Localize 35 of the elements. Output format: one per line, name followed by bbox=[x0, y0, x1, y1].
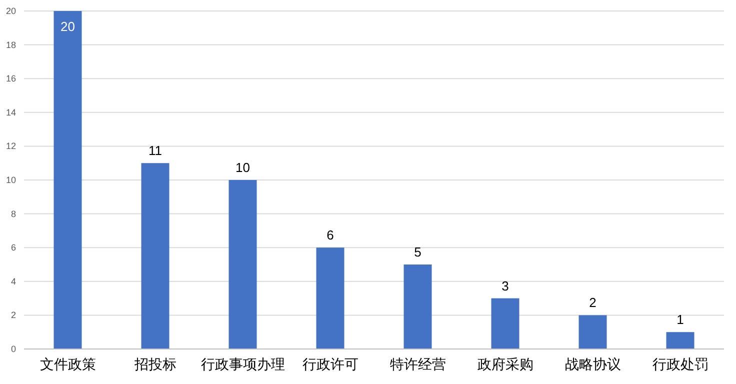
x-tick-label: 行政处罚 bbox=[652, 356, 708, 372]
y-tick-label: 18 bbox=[6, 40, 16, 50]
data-label: 1 bbox=[676, 312, 684, 328]
data-label: 6 bbox=[326, 228, 334, 243]
y-tick-label: 16 bbox=[6, 74, 16, 84]
x-tick-label: 招投标 bbox=[133, 356, 176, 372]
y-tick-label: 8 bbox=[10, 208, 16, 219]
bar bbox=[141, 163, 170, 349]
data-label: 20 bbox=[60, 19, 75, 34]
bar bbox=[578, 315, 607, 349]
y-tick-label: 6 bbox=[10, 242, 16, 253]
bar bbox=[316, 248, 344, 349]
data-label: 11 bbox=[148, 143, 162, 158]
y-tick-label: 12 bbox=[6, 141, 16, 152]
bar bbox=[491, 298, 520, 349]
x-tick-label: 行政许可 bbox=[302, 356, 358, 372]
y-tick-label: 0 bbox=[10, 344, 16, 354]
y-tick-label: 2 bbox=[10, 310, 16, 320]
x-tick-label: 政府采购 bbox=[477, 356, 534, 372]
x-tick-label: 文件政策 bbox=[40, 356, 96, 372]
bar bbox=[666, 332, 694, 349]
x-tick-label: 行政事项办理 bbox=[200, 356, 285, 372]
bar bbox=[54, 11, 82, 349]
data-label: 2 bbox=[589, 295, 596, 310]
y-tick-label: 14 bbox=[6, 107, 16, 118]
y-tick-label: 4 bbox=[10, 276, 16, 286]
data-label: 3 bbox=[502, 278, 509, 294]
bar bbox=[228, 180, 257, 349]
data-label: 10 bbox=[236, 160, 250, 175]
x-tick-label: 特许经营 bbox=[390, 356, 446, 372]
data-label: 5 bbox=[414, 244, 422, 260]
y-tick-label: 20 bbox=[6, 6, 16, 16]
bar bbox=[404, 264, 432, 349]
x-tick-label: 战略协议 bbox=[564, 356, 621, 372]
y-tick-label: 10 bbox=[6, 175, 16, 185]
